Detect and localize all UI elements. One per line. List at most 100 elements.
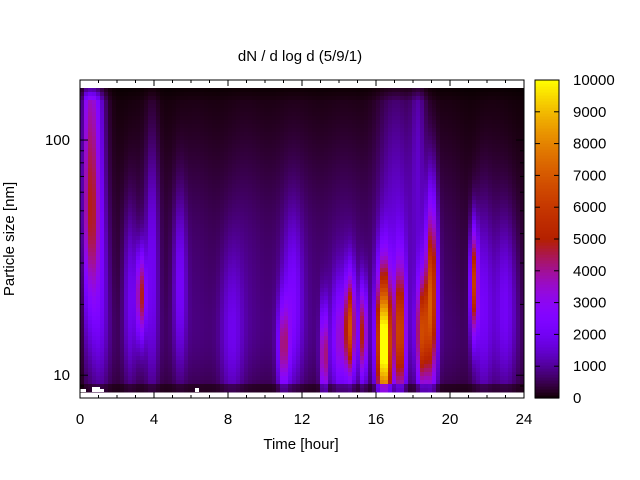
heatmap-cell — [272, 180, 277, 185]
heatmap-cell — [228, 236, 233, 241]
heatmap-cell — [176, 252, 181, 257]
heatmap-cell — [180, 156, 185, 161]
heatmap-cell — [112, 228, 117, 233]
heatmap-cell — [264, 120, 269, 125]
heatmap-cell — [272, 140, 277, 145]
heatmap-cell — [240, 308, 245, 313]
heatmap-cell — [316, 276, 321, 281]
heatmap-cell — [196, 352, 201, 357]
heatmap-cell — [152, 240, 157, 245]
heatmap-cell — [316, 288, 321, 293]
heatmap-cell — [180, 148, 185, 153]
heatmap-cell — [320, 376, 325, 381]
heatmap-cell — [284, 228, 289, 233]
heatmap-cell — [196, 96, 201, 101]
heatmap-cell — [272, 112, 277, 117]
heatmap-cell — [300, 216, 305, 221]
heatmap-cell — [296, 100, 301, 105]
heatmap-cell — [196, 332, 201, 337]
heatmap-cell — [240, 104, 245, 109]
heatmap-cell — [100, 168, 105, 173]
heatmap-cell — [300, 240, 305, 245]
heatmap-cell — [140, 260, 145, 265]
heatmap-cell — [208, 184, 213, 189]
heatmap-cell — [288, 120, 293, 125]
heatmap-cell — [280, 296, 285, 301]
heatmap-cell — [228, 116, 233, 121]
heatmap-cell — [180, 320, 185, 325]
heatmap-cell — [188, 376, 193, 381]
heatmap-cell — [248, 200, 253, 205]
heatmap-cell — [140, 120, 145, 125]
heatmap-cell — [132, 232, 137, 237]
heatmap-cell — [280, 212, 285, 217]
heatmap-cell — [200, 280, 205, 285]
heatmap-cell — [132, 116, 137, 121]
heatmap-cell — [164, 204, 169, 209]
heatmap-cell — [136, 168, 141, 173]
heatmap-cell — [88, 216, 93, 221]
heatmap-cell — [324, 252, 329, 257]
heatmap-cell — [284, 256, 289, 261]
heatmap-cell — [296, 120, 301, 125]
heatmap-cell — [320, 288, 325, 293]
heatmap-cell — [304, 284, 309, 289]
heatmap-cell — [128, 196, 133, 201]
heatmap-cell — [156, 252, 161, 257]
heatmap-cell — [120, 120, 125, 125]
heatmap-cell — [216, 256, 221, 261]
heatmap-cell — [172, 384, 177, 389]
heatmap-cell — [248, 216, 253, 221]
heatmap-cell — [280, 116, 285, 121]
heatmap-cell — [104, 280, 109, 285]
heatmap-cell — [148, 292, 153, 297]
heatmap-cell — [204, 128, 209, 133]
heatmap-cell — [124, 296, 129, 301]
heatmap-cell — [340, 88, 345, 93]
heatmap-cell — [172, 140, 177, 145]
heatmap-cell — [156, 260, 161, 265]
heatmap-cell — [248, 300, 253, 305]
heatmap-cell — [120, 116, 125, 121]
heatmap-cell — [188, 216, 193, 221]
heatmap-cell — [248, 356, 253, 361]
heatmap-cell — [332, 356, 337, 361]
heatmap-cell — [80, 312, 85, 317]
heatmap-cell — [124, 340, 129, 345]
heatmap-cell — [256, 140, 261, 145]
heatmap-cell — [208, 380, 213, 385]
heatmap-cell — [276, 348, 281, 353]
heatmap-cell — [124, 336, 129, 341]
heatmap-cell — [96, 160, 101, 165]
heatmap-cell — [308, 304, 313, 309]
heatmap-cell — [88, 296, 93, 301]
heatmap-cell — [116, 380, 121, 385]
heatmap-cell — [332, 380, 337, 385]
heatmap-cell — [276, 220, 281, 225]
heatmap-cell — [116, 92, 121, 97]
heatmap-cell — [120, 304, 125, 309]
heatmap-cell — [188, 188, 193, 193]
heatmap-cell — [116, 200, 121, 205]
heatmap-cell — [140, 208, 145, 213]
heatmap-cell — [104, 272, 109, 277]
heatmap-cell — [304, 304, 309, 309]
heatmap-cell — [320, 344, 325, 349]
heatmap-cell — [152, 232, 157, 237]
heatmap-cell — [308, 288, 313, 293]
heatmap-cell — [120, 220, 125, 225]
heatmap-cell — [164, 340, 169, 345]
heatmap-cell — [296, 360, 301, 365]
heatmap-cell — [216, 280, 221, 285]
heatmap-cell — [248, 348, 253, 353]
heatmap-cell — [132, 272, 137, 277]
heatmap-cell — [272, 304, 277, 309]
heatmap-cell — [240, 264, 245, 269]
heatmap-cell — [304, 192, 309, 197]
heatmap-cell — [168, 192, 173, 197]
heatmap-cell — [156, 348, 161, 353]
heatmap-cell — [116, 312, 121, 317]
heatmap-cell — [264, 172, 269, 177]
heatmap-cell — [100, 328, 105, 333]
heatmap-cell — [300, 220, 305, 225]
